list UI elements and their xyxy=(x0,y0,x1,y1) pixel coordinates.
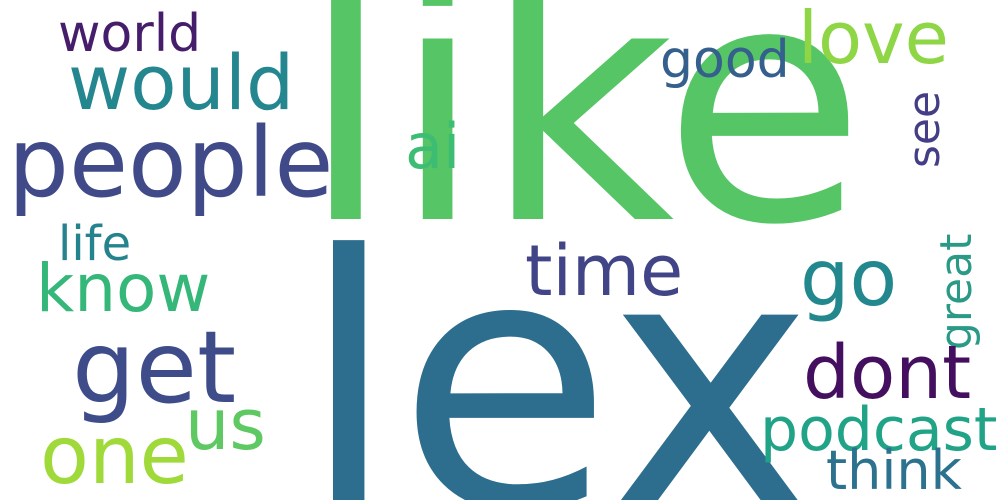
word-like: like xyxy=(300,0,866,297)
word-get: get xyxy=(72,309,237,426)
word-see: see xyxy=(899,90,950,168)
word-good: good xyxy=(660,30,790,90)
word-lex: lex xyxy=(300,181,814,500)
word-us: us xyxy=(185,384,266,466)
word-people: people xyxy=(8,107,334,219)
word-podcast: podcast xyxy=(760,395,998,465)
word-know: know xyxy=(36,250,211,327)
word-life: life xyxy=(58,216,132,272)
word-love: love xyxy=(798,0,949,80)
word-dont: dont xyxy=(803,330,972,416)
word-one: one xyxy=(40,409,189,500)
word-ai: ai xyxy=(405,110,461,183)
word-go: go xyxy=(800,234,898,324)
word-would: would xyxy=(68,38,295,127)
word-time: time xyxy=(525,230,684,312)
word-think: think xyxy=(826,439,962,500)
word-world: world xyxy=(58,4,202,64)
